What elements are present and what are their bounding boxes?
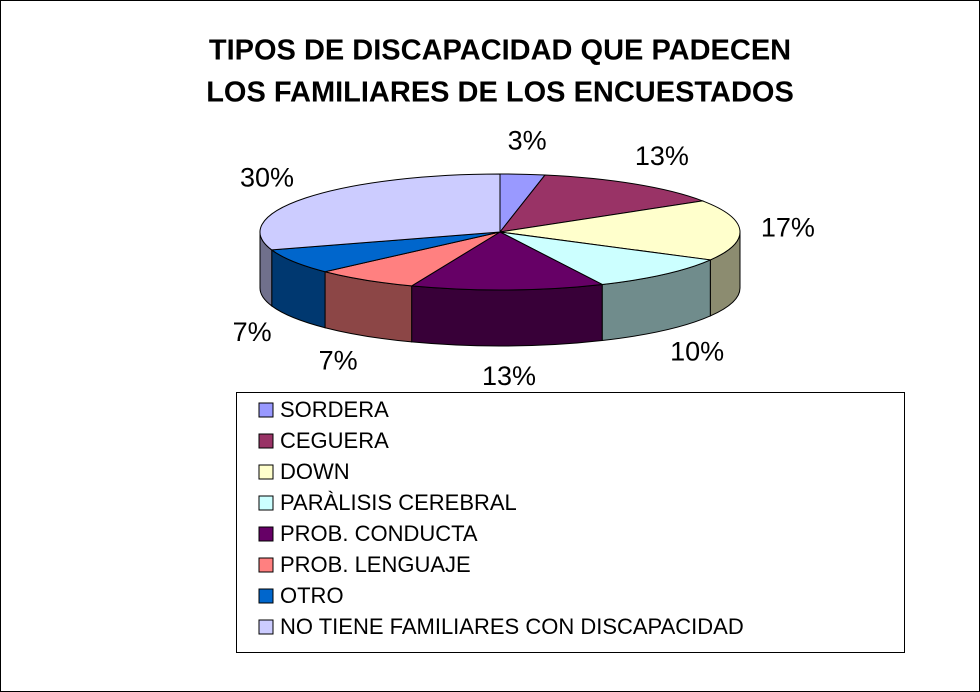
- legend-box: [236, 392, 905, 653]
- legend-label: SORDERA: [280, 397, 389, 422]
- legend-label: PROB. LENGUAJE: [280, 552, 471, 577]
- data-label: 7%: [319, 345, 358, 375]
- chart-title: TIPOS DE DISCAPACIDAD QUE PADECEN: [209, 35, 791, 67]
- legend-swatch: [258, 402, 274, 418]
- data-label: 13%: [482, 361, 536, 391]
- legend-label: OTRO: [280, 583, 344, 608]
- slice: [410, 231, 604, 291]
- data-label: 7%: [233, 317, 272, 347]
- slice: [499, 200, 741, 261]
- legend-label: DOWN: [280, 459, 350, 484]
- slice: [498, 174, 705, 233]
- legend: SORDERA CEGUERA DOWN PARÀLISIS CEREBRAL PROB…: [236, 392, 905, 653]
- slice: [270, 231, 501, 273]
- legend-swatch: [258, 495, 274, 511]
- slice: [259, 173, 501, 251]
- data-label: 10%: [670, 337, 724, 367]
- legend-label: PROB. CONDUCTA: [280, 521, 478, 546]
- legend-swatch: [258, 619, 274, 635]
- legend-swatch: [258, 588, 274, 604]
- legend-swatch: [258, 433, 274, 449]
- slice-side: [411, 283, 603, 347]
- legend-label: CEGUERA: [280, 428, 389, 453]
- legend-swatch: [258, 526, 274, 542]
- legend-label: NO TIENE FAMILIARES CON DISCAPACIDAD: [280, 614, 744, 639]
- data-label: 30%: [240, 162, 294, 192]
- chart-title: LOS FAMILIARES DE LOS ENCUESTADOS: [206, 77, 794, 109]
- data-label: 13%: [635, 141, 689, 171]
- data-label: 3%: [508, 126, 547, 156]
- legend-swatch: [258, 464, 274, 480]
- legend-swatch: [258, 557, 274, 573]
- slice: [499, 231, 713, 285]
- legend-label: PARÀLISIS CEREBRAL: [280, 490, 517, 515]
- slice: [324, 231, 501, 287]
- data-label: 17%: [761, 212, 815, 242]
